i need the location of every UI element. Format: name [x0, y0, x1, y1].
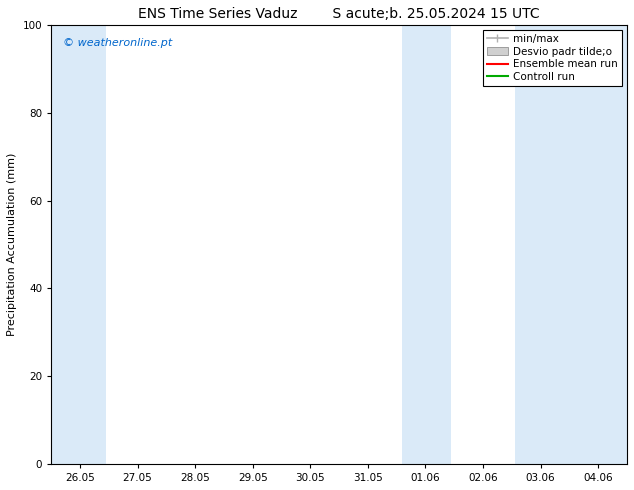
Bar [51, 25, 106, 464]
Legend: min/max, Desvio padr tilde;o, Ensemble mean run, Controll run: min/max, Desvio padr tilde;o, Ensemble m… [482, 30, 622, 86]
Title: ENS Time Series Vaduz        S acute;b. 25.05.2024 15 UTC: ENS Time Series Vaduz S acute;b. 25.05.2… [138, 7, 540, 21]
Bar [515, 25, 627, 464]
Text: © weatheronline.pt: © weatheronline.pt [63, 38, 172, 48]
Bar [403, 25, 451, 464]
Y-axis label: Precipitation Accumulation (mm): Precipitation Accumulation (mm) [7, 153, 17, 336]
